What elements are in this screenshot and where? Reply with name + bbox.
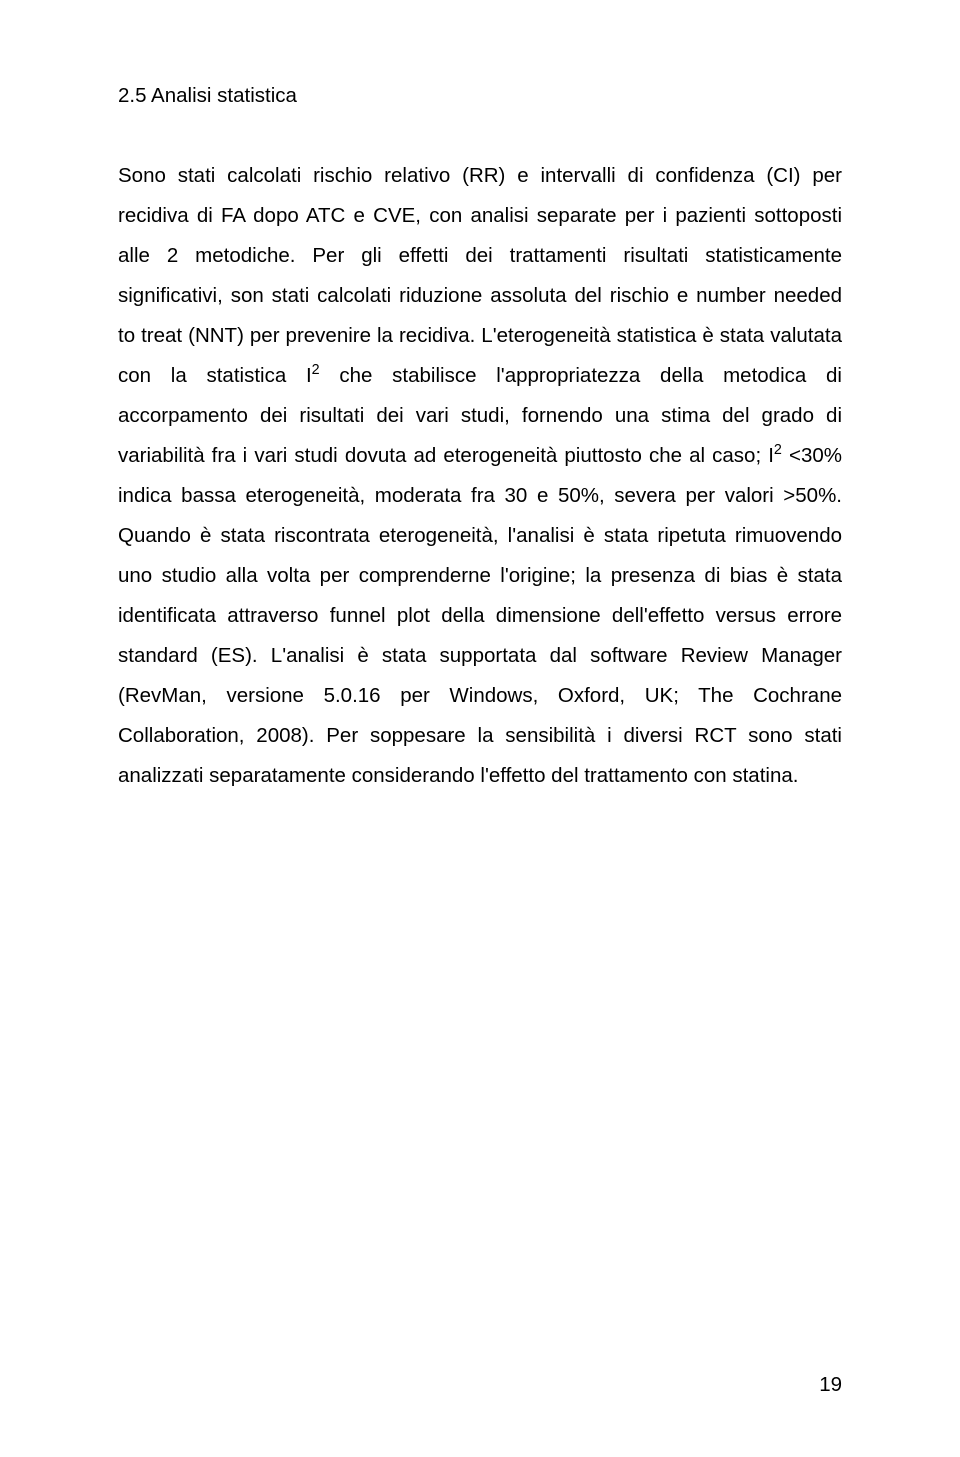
page-number: 19 [819, 1373, 842, 1397]
document-page: 2.5 Analisi statistica Sono stati calcol… [0, 0, 960, 1457]
section-heading: 2.5 Analisi statistica [118, 76, 842, 116]
body-paragraph: Sono stati calcolati rischio relativo (R… [118, 156, 842, 796]
